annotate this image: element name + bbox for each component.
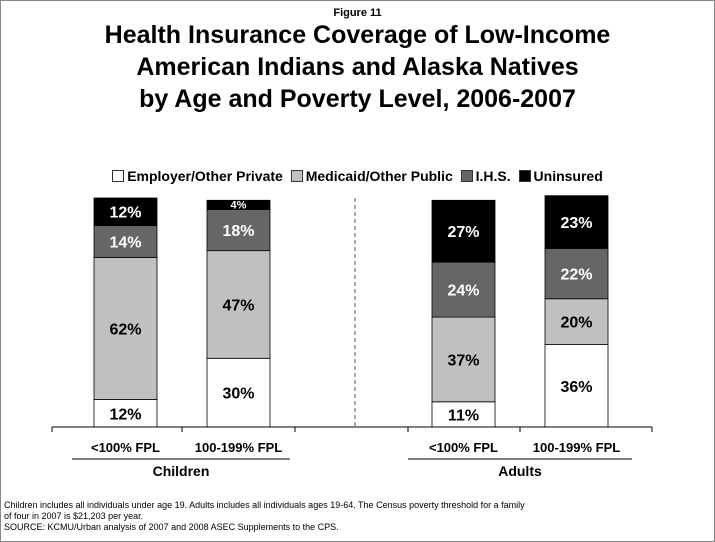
bar-segment-uninsured	[431, 199, 496, 263]
bar-segment-medicaid	[544, 298, 609, 345]
data-label: 12%	[109, 406, 141, 423]
data-label: 4%	[231, 199, 247, 211]
data-label: 30%	[222, 386, 254, 403]
legend-label-uninsured: Uninsured	[533, 168, 603, 184]
bar-segment-employer	[206, 357, 271, 428]
legend-swatch-medicaid	[290, 170, 303, 182]
legend-label-employer: Employer/Other Private	[127, 168, 283, 184]
legend-item-medicaid: Medicaid/Other Public	[290, 168, 453, 184]
chart-legend: Employer/Other Private Medicaid/Other Pu…	[0, 168, 715, 184]
bar-segment-medicaid	[206, 250, 271, 359]
data-label: 47%	[222, 297, 254, 314]
bar-segment-medicaid	[93, 257, 158, 400]
data-label: 18%	[222, 223, 254, 240]
bar-segment-employer	[93, 399, 158, 428]
data-label: 12%	[109, 205, 141, 222]
footnote-line: of four in 2007 is $21,203 per year.	[4, 511, 144, 521]
group-label: Children	[153, 463, 210, 479]
data-label: 22%	[560, 267, 592, 284]
bar-segment-ihs	[431, 261, 496, 318]
group-label: Adults	[498, 463, 542, 479]
legend-swatch-ihs	[460, 170, 473, 182]
legend-item-uninsured: Uninsured	[518, 168, 603, 184]
footnote: Children includes all individuals under …	[4, 500, 710, 533]
bar-segment-ihs	[544, 247, 609, 300]
bar-segment-ihs	[93, 225, 158, 258]
bar-segment-ihs	[206, 209, 271, 252]
data-label: 37%	[447, 352, 479, 369]
data-label: 36%	[560, 379, 592, 396]
bar-segment-uninsured	[206, 199, 271, 210]
legend-item-ihs: I.H.S.	[460, 168, 511, 184]
data-label: 27%	[447, 224, 479, 241]
legend-item-employer: Employer/Other Private	[112, 168, 283, 184]
legend-swatch-employer	[112, 170, 125, 182]
category-label: <100% FPL	[91, 440, 160, 455]
data-label: 14%	[109, 235, 141, 252]
legend-label-ihs: I.H.S.	[475, 168, 511, 184]
category-label: 100-199% FPL	[195, 440, 282, 455]
figure-label: Figure 11	[333, 7, 382, 19]
data-label: 62%	[109, 322, 141, 339]
legend-swatch-uninsured	[518, 170, 531, 182]
data-label: 24%	[447, 283, 479, 300]
bar-segment-employer	[431, 401, 496, 428]
bar-segment-uninsured	[544, 195, 609, 249]
legend-label-medicaid: Medicaid/Other Public	[305, 168, 453, 184]
category-label: <100% FPL	[429, 440, 498, 455]
data-label: 20%	[560, 315, 592, 332]
chart-title: Health Insurance Coverage of Low-Income …	[104, 21, 611, 113]
bar-segment-employer	[544, 344, 609, 428]
data-label: 23%	[560, 215, 592, 232]
bar-segment-uninsured	[93, 197, 158, 226]
bar-segment-medicaid	[431, 316, 496, 403]
category-label: 100-199% FPL	[533, 440, 620, 455]
footnote-line: SOURCE: KCMU/Urban analysis of 2007 and …	[4, 522, 339, 532]
footnote-line: Children includes all individuals under …	[4, 500, 525, 510]
data-label: 11%	[448, 407, 479, 424]
